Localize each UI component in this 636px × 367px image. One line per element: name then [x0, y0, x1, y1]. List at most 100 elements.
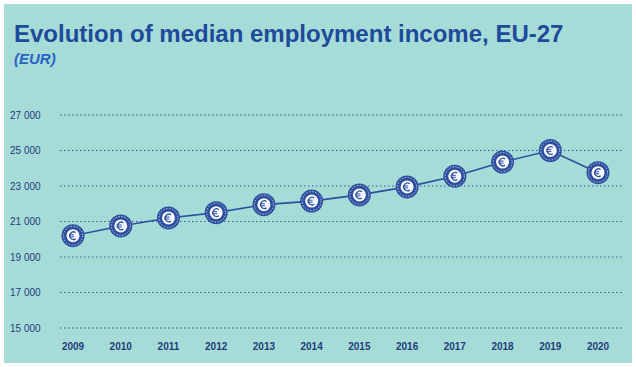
- title: Evolution of median employment income, E…: [14, 20, 563, 47]
- marker-outer: [157, 206, 180, 229]
- x-tick-label: 2016: [396, 341, 419, 352]
- marker-icon: [595, 169, 601, 177]
- marker-outer: [348, 183, 371, 206]
- y-tick-label: 25 000: [10, 145, 41, 156]
- plot-group: [62, 139, 610, 247]
- marker: [109, 214, 132, 237]
- marker-outer: [443, 165, 466, 188]
- marker-outer: [300, 190, 323, 213]
- marker-icon: [261, 201, 267, 209]
- marker-inner: [162, 211, 175, 224]
- marker: [62, 224, 85, 247]
- marker-icon: [308, 197, 314, 205]
- marker-icon-bars: [117, 225, 122, 227]
- marker-ring: [445, 167, 464, 186]
- marker-icon: [499, 158, 505, 166]
- marker-icon-bars: [164, 217, 169, 219]
- y-tick-label: 23 000: [10, 181, 41, 192]
- marker: [348, 183, 371, 206]
- marker-icon-bars: [355, 194, 360, 196]
- subtitle: (EUR): [14, 50, 56, 67]
- y-tick-label: 21 000: [10, 216, 41, 227]
- marker-inner: [496, 156, 509, 169]
- marker-ring: [302, 192, 321, 211]
- marker-icon: [165, 214, 171, 222]
- x-tick-label: 2012: [205, 341, 228, 352]
- grid-line: [60, 186, 622, 187]
- marker-icon-bars: [499, 161, 504, 163]
- x-tick-label: 2017: [444, 341, 467, 352]
- marker-ring: [398, 177, 417, 196]
- marker: [252, 193, 275, 216]
- grid-line: [60, 292, 622, 293]
- x-tick-label: 2011: [158, 341, 180, 352]
- chart-svg: Evolution of median employment income, E…: [4, 4, 632, 363]
- marker-outer: [396, 175, 419, 198]
- x-tick-label: 2019: [539, 341, 562, 352]
- marker: [300, 190, 323, 213]
- marker-ring: [207, 203, 226, 222]
- marker-icon-bars: [69, 235, 74, 237]
- grid-line: [60, 257, 622, 258]
- x-tick-label: 2010: [110, 341, 133, 352]
- marker-icon-bars: [546, 150, 551, 152]
- marker: [587, 161, 610, 184]
- x-tick-label: 2015: [348, 341, 371, 352]
- grid-line: [60, 328, 622, 329]
- x-tick-label: 2018: [491, 341, 514, 352]
- marker-icon-bars: [403, 186, 408, 188]
- marker-icon-bars: [451, 175, 456, 177]
- y-tick-label: 17 000: [10, 287, 41, 298]
- marker-icon-bars: [594, 172, 599, 174]
- marker-icon: [547, 147, 553, 155]
- marker-ring: [64, 226, 83, 245]
- marker-outer: [62, 224, 85, 247]
- marker-icon: [356, 191, 362, 199]
- marker: [491, 151, 514, 174]
- x-tick-label: 2020: [587, 341, 610, 352]
- marker-icon: [70, 232, 76, 240]
- marker-outer: [539, 139, 562, 162]
- marker-icon-bars: [212, 212, 217, 214]
- marker-icon: [452, 172, 458, 180]
- marker-ring: [350, 185, 369, 204]
- chart-panel: Evolution of median employment income, E…: [4, 4, 632, 363]
- marker-inner: [448, 170, 461, 183]
- marker-inner: [305, 195, 318, 208]
- marker-outer: [205, 201, 228, 224]
- marker-inner: [353, 188, 366, 201]
- marker-ring: [159, 208, 178, 227]
- marker-inner: [210, 206, 223, 219]
- marker-icon-bars: [260, 204, 265, 206]
- marker-ring: [111, 216, 130, 235]
- marker-inner: [114, 219, 127, 232]
- marker-ring: [589, 163, 608, 182]
- data-line: [73, 151, 598, 236]
- marker-inner: [257, 198, 270, 211]
- x-tick-label: 2014: [301, 341, 324, 352]
- marker-ring: [254, 195, 273, 214]
- marker-inner: [544, 144, 557, 157]
- marker-inner: [401, 180, 414, 193]
- marker-outer: [587, 161, 610, 184]
- marker: [539, 139, 562, 162]
- marker: [205, 201, 228, 224]
- grid-line: [60, 150, 622, 151]
- marker: [396, 175, 419, 198]
- marker: [157, 206, 180, 229]
- marker-outer: [252, 193, 275, 216]
- marker-icon-bars: [308, 200, 313, 202]
- marker-inner: [67, 229, 80, 242]
- x-tick-label: 2009: [62, 341, 85, 352]
- y-tick-label: 15 000: [10, 323, 41, 334]
- x-tick-label: 2013: [253, 341, 276, 352]
- y-tick-label: 19 000: [10, 252, 41, 263]
- marker-ring: [541, 141, 560, 160]
- marker-outer: [491, 151, 514, 174]
- marker-icon: [117, 222, 123, 230]
- marker-icon: [404, 183, 410, 191]
- marker-outer: [109, 214, 132, 237]
- y-tick-label: 27 000: [10, 110, 41, 121]
- marker-icon: [213, 209, 219, 217]
- marker: [443, 165, 466, 188]
